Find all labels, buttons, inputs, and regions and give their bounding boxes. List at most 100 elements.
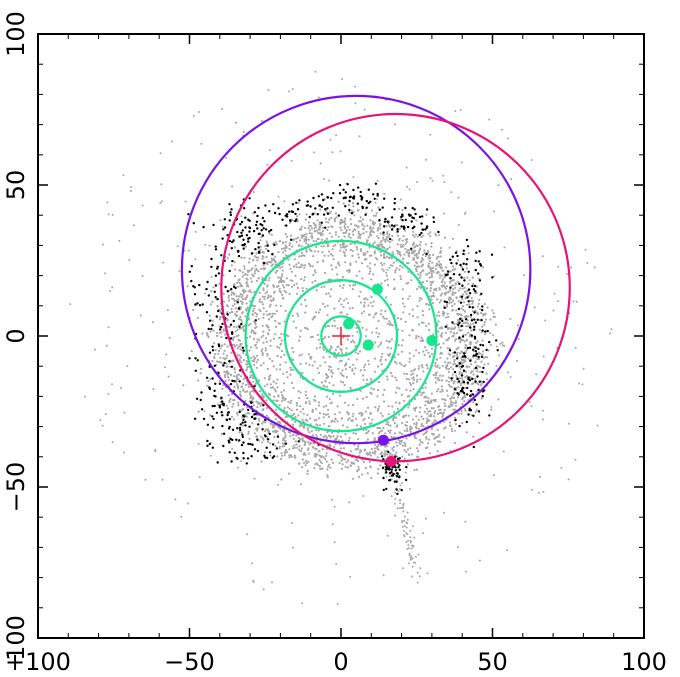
particle	[240, 361, 243, 364]
particle	[262, 307, 265, 310]
particle	[335, 266, 338, 269]
particle	[255, 427, 258, 430]
particle	[168, 336, 171, 339]
particle	[280, 454, 284, 457]
particle	[215, 411, 219, 414]
particle	[250, 331, 253, 334]
particle	[570, 266, 573, 269]
particle	[418, 215, 422, 219]
particle	[249, 346, 253, 349]
particle	[352, 412, 355, 415]
particle	[245, 369, 248, 372]
particle	[288, 292, 291, 296]
particle	[420, 415, 423, 418]
particle	[382, 231, 385, 234]
particle	[341, 286, 344, 290]
particle	[253, 477, 256, 480]
particle	[248, 349, 251, 352]
particle	[239, 423, 242, 426]
particle	[244, 298, 247, 301]
particle	[306, 469, 309, 473]
particle	[330, 288, 333, 291]
particle	[388, 323, 391, 326]
particle	[132, 224, 135, 227]
particle	[359, 389, 362, 392]
particle	[255, 312, 259, 316]
particle	[385, 475, 388, 478]
y-tick-label: 100	[2, 615, 30, 661]
particle	[478, 380, 481, 383]
particle	[197, 442, 200, 445]
particle	[509, 376, 512, 378]
particle	[272, 297, 275, 300]
particle	[323, 271, 327, 275]
particle	[462, 396, 465, 399]
particle	[228, 299, 231, 302]
particle	[390, 216, 394, 219]
particle	[467, 300, 470, 303]
particle	[210, 257, 213, 261]
particle	[308, 402, 311, 405]
particle	[301, 418, 304, 421]
particle	[428, 452, 432, 455]
particle	[426, 367, 429, 370]
particle	[315, 347, 318, 350]
particle	[220, 411, 223, 414]
particle	[448, 421, 452, 424]
particle	[194, 303, 197, 306]
particle	[334, 348, 337, 351]
particle	[447, 376, 450, 379]
particle	[436, 298, 439, 301]
particle	[371, 451, 374, 454]
particle	[384, 279, 387, 282]
particle	[318, 454, 321, 457]
particle	[159, 202, 162, 204]
particle	[400, 350, 404, 353]
particle	[289, 267, 292, 270]
particle	[363, 108, 366, 111]
particle	[230, 264, 233, 267]
particle	[470, 334, 473, 337]
particle	[404, 478, 408, 482]
particle	[261, 441, 264, 444]
particle	[300, 251, 303, 254]
particle	[401, 525, 404, 528]
particle	[406, 518, 409, 521]
particle	[384, 358, 387, 361]
particle	[409, 487, 411, 490]
particle	[460, 295, 464, 298]
particle	[251, 562, 254, 565]
particle	[249, 322, 252, 325]
particle	[307, 452, 310, 455]
particle	[404, 414, 408, 417]
particle	[237, 249, 240, 253]
particle	[453, 354, 456, 358]
particle	[327, 465, 330, 468]
particle	[481, 350, 485, 353]
particle	[237, 334, 240, 337]
particle	[266, 244, 269, 247]
particle	[327, 226, 330, 229]
particle	[399, 198, 402, 201]
particle	[298, 354, 301, 357]
particle	[326, 413, 329, 416]
particle	[278, 322, 281, 325]
particle	[470, 341, 473, 344]
particle	[568, 422, 570, 425]
particle	[405, 377, 408, 381]
particle	[463, 340, 466, 343]
particle	[381, 315, 385, 318]
particle	[216, 265, 219, 268]
particle	[363, 254, 366, 257]
particle	[266, 242, 269, 245]
particle	[382, 254, 386, 258]
particle	[398, 464, 401, 467]
particle	[329, 436, 333, 439]
particle	[257, 317, 260, 320]
particle	[222, 274, 225, 277]
particle	[206, 280, 209, 284]
particle	[533, 306, 536, 309]
particle	[456, 377, 459, 381]
particle	[531, 488, 534, 491]
particle	[209, 414, 212, 417]
